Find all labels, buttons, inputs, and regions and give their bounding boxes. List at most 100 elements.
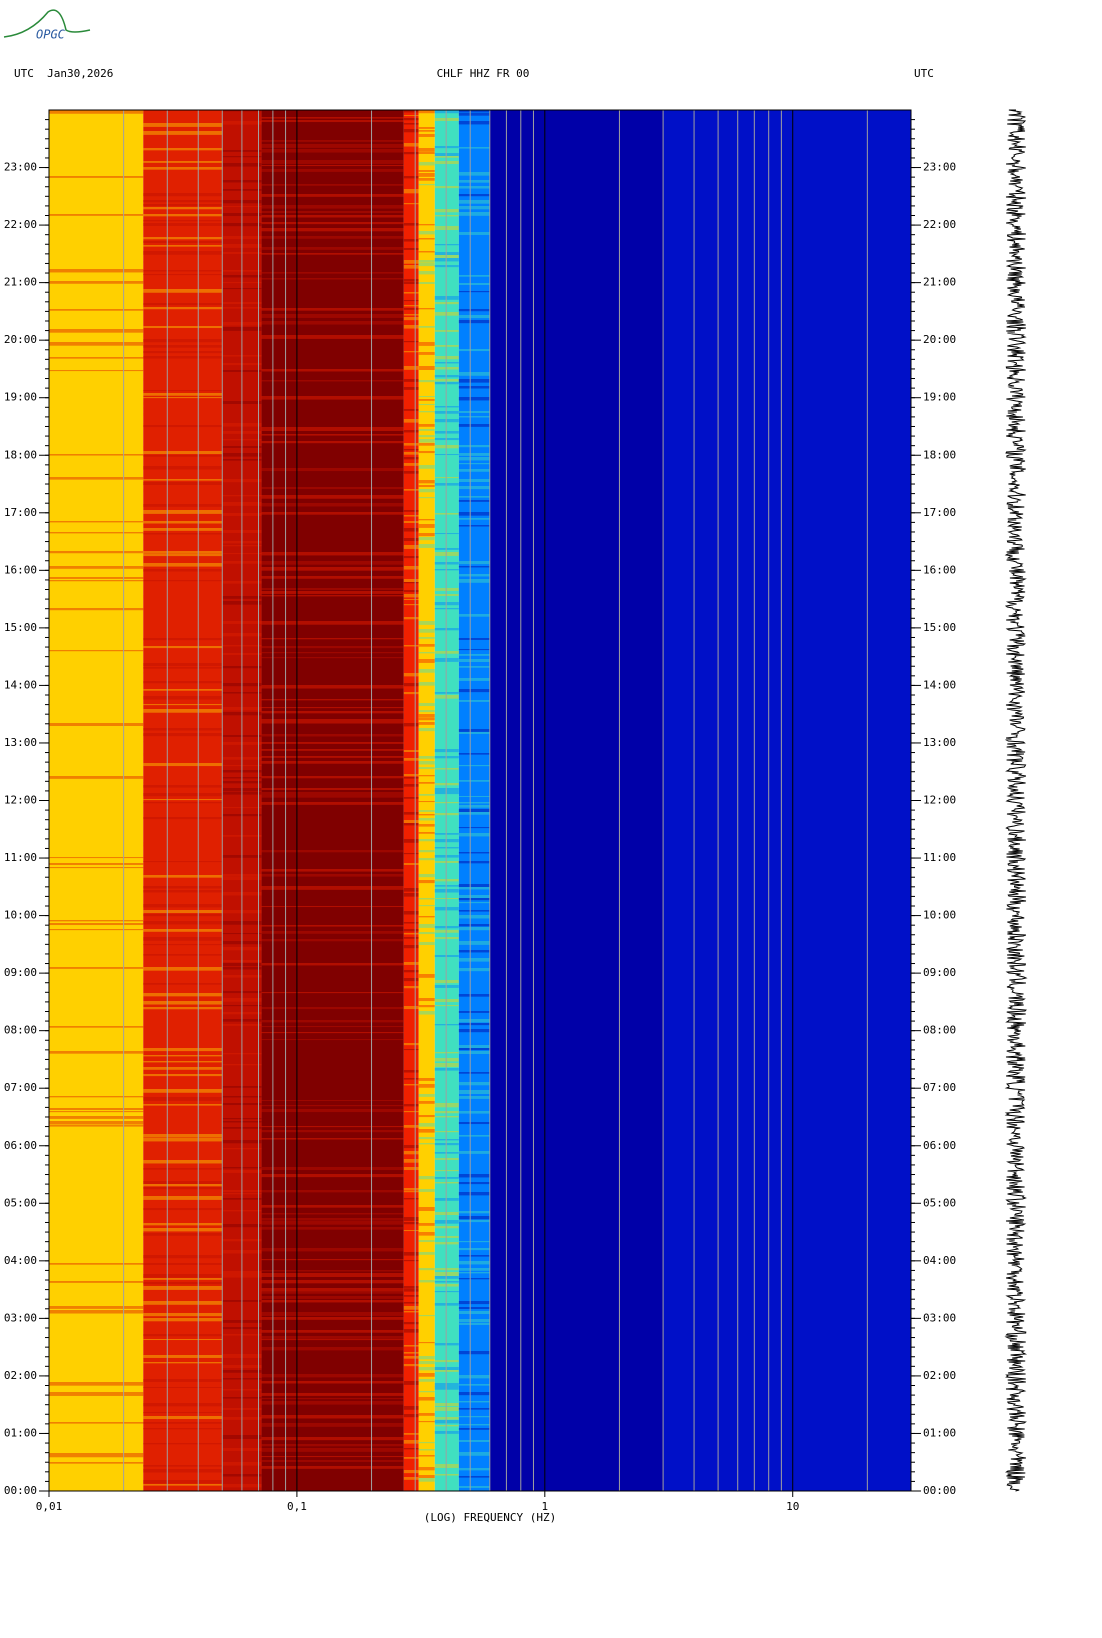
texture-stripe [143, 1067, 223, 1070]
texture-stripe [49, 269, 144, 273]
texture-stripe [458, 275, 490, 277]
texture-stripe [49, 569, 144, 572]
texture-stripe [403, 317, 419, 321]
texture-stripe [418, 396, 435, 398]
y-tick-label: 14:00 [923, 678, 956, 691]
texture-stripe [434, 802, 459, 804]
texture-stripe [143, 1134, 223, 1138]
texture-stripe [434, 477, 459, 479]
texture-stripe [261, 165, 404, 167]
texture-stripe [434, 788, 459, 792]
texture-stripe [261, 1312, 404, 1316]
texture-stripe [434, 265, 459, 268]
texture-stripe [458, 1301, 490, 1305]
texture-stripe [261, 236, 404, 239]
texture-stripe [261, 335, 404, 339]
texture-stripe [418, 1280, 435, 1283]
texture-stripe [49, 363, 144, 367]
texture-stripe [403, 1440, 419, 1444]
texture-stripe [458, 1268, 490, 1271]
texture-stripe [434, 438, 459, 441]
y-tick-label: 06:00 [923, 1139, 956, 1152]
texture-stripe [261, 621, 404, 625]
texture-stripe [261, 869, 404, 872]
texture-stripe [261, 160, 404, 164]
texture-stripe [49, 577, 144, 579]
y-tick-label: 11:00 [923, 851, 956, 864]
texture-stripe [418, 703, 435, 707]
texture-stripe [418, 1084, 435, 1088]
texture-stripe [143, 689, 223, 691]
texture-stripe [458, 884, 490, 888]
texture-stripe [403, 1470, 419, 1474]
texture-stripe [143, 1074, 223, 1077]
y-tick-label: 23:00 [923, 161, 956, 174]
texture-stripe [261, 657, 404, 659]
chart-title: CHLF HHZ FR 00 [437, 67, 530, 80]
texture-stripe [434, 562, 459, 565]
texture-stripe [434, 1367, 459, 1371]
texture-stripe [458, 941, 490, 945]
texture-stripe [434, 1005, 459, 1007]
texture-stripe [49, 524, 144, 526]
texture-stripe [143, 161, 223, 163]
texture-stripe [261, 1393, 404, 1396]
texture-stripe [403, 545, 419, 549]
texture-stripe [434, 1360, 459, 1363]
texture-stripe [418, 263, 435, 267]
texture-stripe [143, 1443, 223, 1445]
texture-stripe [403, 265, 419, 269]
texture-stripe [418, 818, 435, 821]
texture-stripe [143, 451, 223, 455]
texture-stripe [418, 858, 435, 861]
y-tick-label: 19:00 [923, 391, 956, 404]
texture-stripe [418, 682, 435, 686]
texture-stripe [143, 533, 223, 535]
texture-stripe [403, 1322, 419, 1325]
texture-stripe [261, 427, 404, 431]
texture-stripe [418, 1361, 435, 1365]
y-tick-label: 05:00 [4, 1196, 37, 1209]
texture-stripe [403, 1295, 419, 1297]
texture-stripe [434, 1403, 459, 1407]
texture-stripe [458, 1072, 490, 1074]
texture-stripe [49, 281, 144, 284]
texture-stripe [143, 1001, 223, 1005]
texture-stripe [434, 1420, 459, 1424]
texture-stripe [403, 510, 419, 512]
texture-stripe [434, 1291, 459, 1293]
texture-stripe [403, 604, 419, 606]
texture-stripe [418, 380, 435, 383]
texture-stripe [458, 1216, 490, 1220]
texture-stripe [403, 590, 419, 593]
texture-stripe [403, 750, 419, 752]
texture-stripe [261, 1259, 404, 1261]
texture-stripe [261, 802, 404, 805]
texture-stripe [418, 714, 435, 718]
texture-stripe [49, 1125, 144, 1127]
texture-stripe [261, 117, 404, 119]
texture-stripe [143, 1428, 223, 1430]
texture-stripe [403, 922, 419, 924]
texture-stripe [49, 563, 144, 567]
y-tick-label: 16:00 [923, 563, 956, 576]
texture-stripe [434, 356, 459, 360]
texture-stripe [403, 1043, 419, 1046]
texture-stripe [261, 1221, 404, 1225]
texture-stripe [458, 666, 490, 668]
texture-stripe [261, 1126, 404, 1128]
texture-stripe [418, 1207, 435, 1211]
texture-stripe [418, 544, 435, 548]
texture-stripe [418, 231, 435, 235]
texture-stripe [403, 823, 419, 826]
texture-stripe [49, 642, 144, 645]
texture-stripe [403, 1125, 419, 1128]
texture-stripe [261, 272, 404, 274]
texture-stripe [261, 149, 404, 153]
texture-stripe [418, 767, 435, 770]
texture-stripe [143, 1048, 223, 1052]
texture-stripe [143, 455, 223, 457]
texture-stripe [143, 223, 223, 226]
texture-stripe [418, 1176, 435, 1180]
